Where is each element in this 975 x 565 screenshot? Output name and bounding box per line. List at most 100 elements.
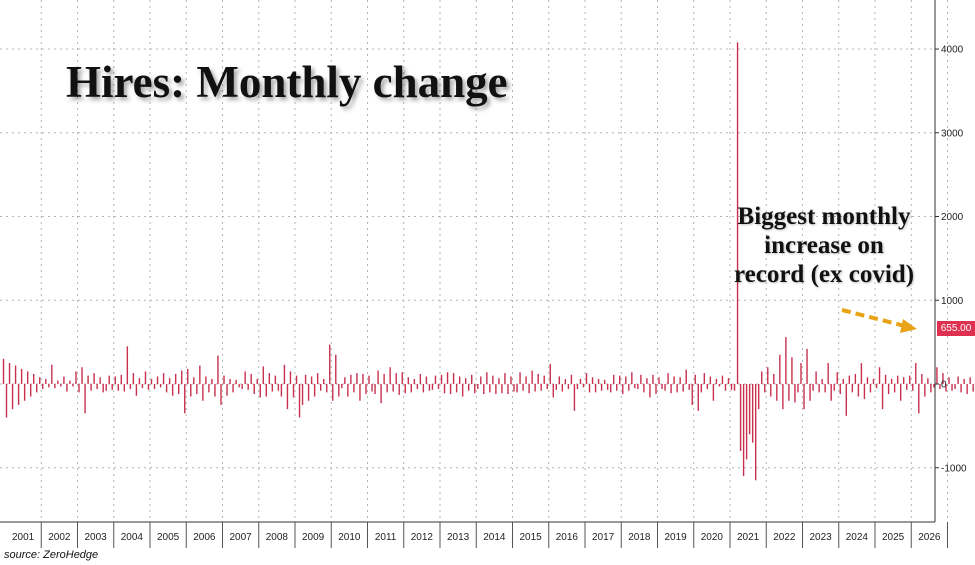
bar xyxy=(235,379,237,384)
y-tick-label: 4000 xyxy=(941,45,964,56)
bar xyxy=(872,378,875,384)
bar xyxy=(878,367,881,384)
x-tick-label: 2006 xyxy=(193,532,216,543)
bar xyxy=(703,373,706,384)
bar xyxy=(585,373,588,384)
bar xyxy=(147,384,150,390)
bar xyxy=(407,377,409,384)
bar xyxy=(458,376,461,384)
y-tick-label: 1000 xyxy=(941,296,964,307)
bar-series xyxy=(2,42,974,481)
bar xyxy=(117,384,119,391)
bar xyxy=(495,384,497,395)
bar xyxy=(884,374,887,384)
bar xyxy=(72,384,74,387)
bar xyxy=(395,373,397,384)
bar xyxy=(371,384,373,392)
bar xyxy=(682,384,684,392)
bar xyxy=(628,384,630,391)
bar xyxy=(606,384,609,390)
bar xyxy=(797,384,799,393)
bar xyxy=(57,380,59,384)
bar xyxy=(757,384,760,410)
bar xyxy=(773,373,775,384)
bar xyxy=(17,384,20,405)
bar xyxy=(631,372,633,384)
bar xyxy=(247,384,249,390)
bar xyxy=(622,384,624,395)
bar xyxy=(945,384,947,392)
bar xyxy=(821,378,823,384)
bar xyxy=(244,371,246,384)
bar xyxy=(253,384,255,395)
bar xyxy=(78,384,80,393)
bar xyxy=(966,384,968,395)
bar xyxy=(742,384,745,477)
bar xyxy=(927,378,929,384)
bar xyxy=(20,368,23,384)
bar xyxy=(280,384,283,397)
bar xyxy=(338,384,340,397)
bar xyxy=(32,373,35,384)
bar xyxy=(616,384,618,391)
bar xyxy=(326,384,328,393)
bar xyxy=(809,384,811,401)
bar xyxy=(353,384,355,393)
bar xyxy=(670,384,672,394)
x-tick-label: 2003 xyxy=(85,532,108,543)
bar xyxy=(697,384,699,411)
bar xyxy=(23,384,26,401)
bar xyxy=(265,384,268,397)
bar xyxy=(307,384,310,401)
bar xyxy=(827,363,829,384)
bar xyxy=(531,370,533,384)
bar xyxy=(171,384,174,396)
bar xyxy=(452,373,455,384)
bar xyxy=(924,384,926,397)
bar xyxy=(365,384,367,395)
bar xyxy=(256,378,258,384)
bar xyxy=(108,375,110,384)
bar xyxy=(899,384,902,401)
bar xyxy=(54,384,56,389)
bar xyxy=(428,384,431,391)
bar xyxy=(398,384,400,395)
bar xyxy=(625,376,627,384)
bar xyxy=(619,375,621,384)
bar xyxy=(271,384,274,392)
bar xyxy=(782,384,784,410)
bar xyxy=(640,374,642,384)
annotation-line-3: record (ex covid) xyxy=(733,261,915,288)
bar xyxy=(129,384,132,390)
bar xyxy=(335,354,337,384)
x-tick-label: 2025 xyxy=(882,532,905,543)
bar xyxy=(951,384,953,391)
bar xyxy=(930,384,932,393)
bar xyxy=(646,378,648,384)
bar xyxy=(851,384,854,393)
bar xyxy=(153,384,156,390)
bar xyxy=(223,375,225,384)
bar xyxy=(739,384,742,451)
bar xyxy=(208,384,210,393)
bar xyxy=(794,384,796,403)
bar xyxy=(761,371,763,384)
bar xyxy=(754,384,757,481)
bar xyxy=(957,376,959,384)
bar xyxy=(842,378,844,384)
x-tick-label: 2008 xyxy=(266,532,289,543)
bar xyxy=(676,384,678,393)
bar xyxy=(123,384,126,392)
x-tick-label: 2026 xyxy=(918,532,941,543)
bar xyxy=(292,384,295,398)
bar xyxy=(199,365,201,384)
x-tick-label: 2009 xyxy=(302,532,325,543)
bar xyxy=(437,384,440,390)
x-tick-label: 2020 xyxy=(701,532,724,543)
bar xyxy=(906,384,908,390)
x-tick-label: 2005 xyxy=(157,532,180,543)
bar xyxy=(836,372,838,384)
bar xyxy=(295,375,298,384)
bar xyxy=(694,374,696,384)
bar xyxy=(893,384,896,393)
